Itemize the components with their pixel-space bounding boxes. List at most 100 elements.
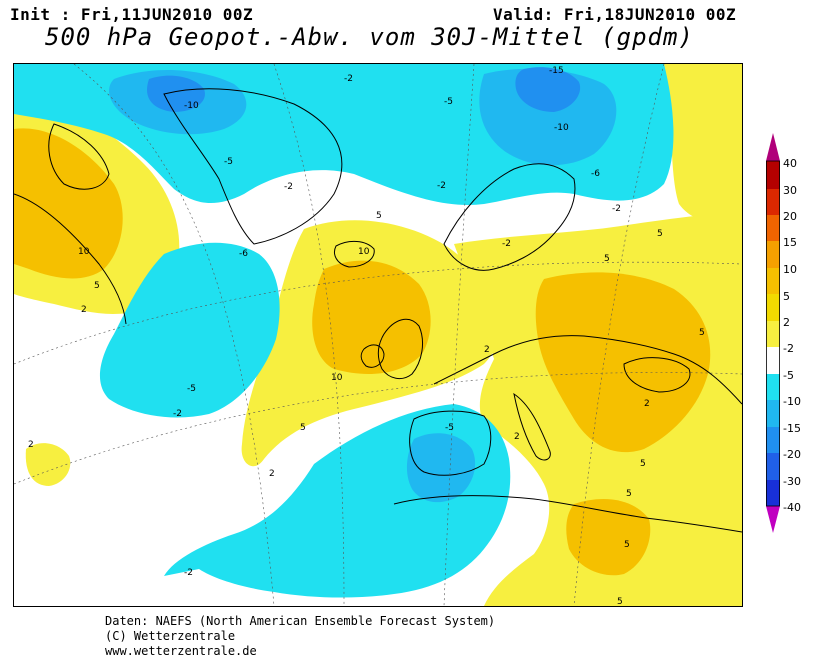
central-atlantic-trough: [99, 242, 280, 418]
colorbar-bottom-cap: [766, 506, 780, 533]
colorbar-label: -20: [783, 448, 801, 461]
contour-label: -2: [173, 409, 182, 419]
contour-label: -2: [437, 181, 446, 191]
greenland-deep-core: [146, 75, 205, 112]
contour-label: 5: [376, 211, 382, 221]
contour-label: 2: [269, 469, 275, 479]
colorbar-label: 40: [783, 157, 797, 170]
colorbar-label: 20: [783, 210, 797, 223]
contour-label: -6: [239, 249, 248, 259]
footer-credits: Daten: NAEFS (North American Ensemble Fo…: [105, 614, 495, 659]
colorbar-band: [766, 321, 780, 347]
iberia-low-core: [406, 433, 476, 503]
colorbar-band: [766, 374, 780, 400]
colorbar-svg: [766, 133, 780, 533]
contour-label: 2: [514, 432, 520, 442]
contour-label: 2: [81, 305, 87, 315]
contour-label: 10: [331, 373, 343, 383]
colorbar-label: 15: [783, 236, 797, 249]
coastlines: [14, 88, 742, 533]
colorbar-band: [766, 268, 780, 294]
colorbar-label: -5: [783, 369, 794, 382]
anomaly-map-svg: -2 -10 -5 -2 -5 -15 -10 -6 -2 -2 -6 5 10…: [14, 64, 742, 606]
contour-label: 5: [617, 597, 623, 606]
colorbar-label: -2: [783, 342, 794, 355]
contour-label: 5: [699, 328, 705, 338]
labrador-coast: [14, 193, 127, 325]
colorbar-band: [766, 480, 780, 506]
contour-label: 5: [604, 254, 610, 264]
colorbar-label: 2: [783, 316, 790, 329]
contour-label: -5: [224, 157, 233, 167]
contour-label: 5: [640, 459, 646, 469]
colorbar-label: -10: [783, 395, 801, 408]
colorbar-band: [766, 161, 780, 189]
colorbar-label: 5: [783, 290, 790, 303]
core-negative-fields: [146, 67, 581, 112]
ireland-coast: [360, 344, 385, 368]
anomaly-map: -2 -10 -5 -2 -5 -15 -10 -6 -2 -2 -6 5 10…: [13, 63, 743, 607]
contour-label: 5: [94, 281, 100, 291]
contour-label: -2: [612, 204, 621, 214]
colorbar-band: [766, 400, 780, 427]
hudson-bay-coast: [48, 123, 110, 190]
contour-label: -2: [184, 568, 193, 578]
contour-label: 10: [78, 247, 90, 257]
contour-label: 5: [624, 540, 630, 550]
east-atlantic-core: [312, 260, 431, 374]
iceland-coast: [334, 241, 375, 268]
italy-coast: [513, 392, 551, 461]
greenland-coast: [163, 88, 343, 245]
iberia-coast: [409, 410, 492, 476]
balkan-core: [535, 272, 711, 453]
colorbar-top-cap: [766, 133, 780, 161]
colorbar-band: [766, 294, 780, 321]
colorbar-label: -30: [783, 475, 801, 488]
moderate-positive-fields: [14, 128, 711, 576]
contour-label: 10: [358, 247, 370, 257]
contour-label: 2: [484, 345, 490, 355]
contour-label: -2: [344, 74, 353, 84]
scandinavia-deep-core: [515, 67, 581, 112]
colorbar-band: [766, 189, 780, 215]
colorbar-label: -40: [783, 501, 801, 514]
contour-label: -2: [502, 239, 511, 249]
contour-label: -2: [284, 182, 293, 192]
contour-label: 5: [626, 489, 632, 499]
colorbar-band: [766, 215, 780, 241]
init-time: Init : Fri,11JUN2010 00Z: [10, 5, 254, 24]
british-isles-coast: [377, 318, 423, 380]
valid-time: Valid: Fri,18JUN2010 00Z: [493, 5, 737, 24]
colorbar-band: [766, 241, 780, 268]
colorbar-band: [766, 453, 780, 480]
contour-label: -15: [549, 66, 564, 76]
graticule: [14, 64, 742, 606]
contour-label: 5: [300, 423, 306, 433]
northeast-ridge: [664, 64, 742, 221]
colorbar-label: 10: [783, 263, 797, 276]
atlantic-small-ridge: [25, 443, 71, 486]
west-atlantic-core: [14, 128, 123, 279]
colorbar: [766, 133, 780, 533]
contour-label: -5: [187, 384, 196, 394]
contour-label: -10: [554, 123, 569, 133]
contour-label: 5: [657, 229, 663, 239]
map-title: 500 hPa Geopot.-Abw. vom 30J-Mittel (gpd…: [45, 23, 694, 51]
scandinavia-low-core: [479, 68, 617, 166]
north-africa-coast: [393, 495, 742, 533]
black-sea-coast: [623, 357, 691, 393]
contour-label: -5: [445, 423, 454, 433]
contour-label: -5: [444, 97, 453, 107]
norway-coast: [443, 163, 576, 271]
colorbar-label: -15: [783, 422, 801, 435]
europe-coast: [433, 335, 742, 405]
colorbar-band: [766, 347, 780, 374]
contour-label: 2: [28, 440, 34, 450]
contour-labels: -2 -10 -5 -2 -5 -15 -10 -6 -2 -2 -6 5 10…: [28, 66, 705, 606]
south-east-core: [566, 499, 651, 576]
contour-label: 2: [644, 399, 650, 409]
website: www.wetterzentrale.de: [105, 644, 257, 658]
contour-label: -10: [184, 101, 199, 111]
contour-label: -6: [591, 169, 600, 179]
copyright: (C) Wetterzentrale: [105, 629, 236, 643]
